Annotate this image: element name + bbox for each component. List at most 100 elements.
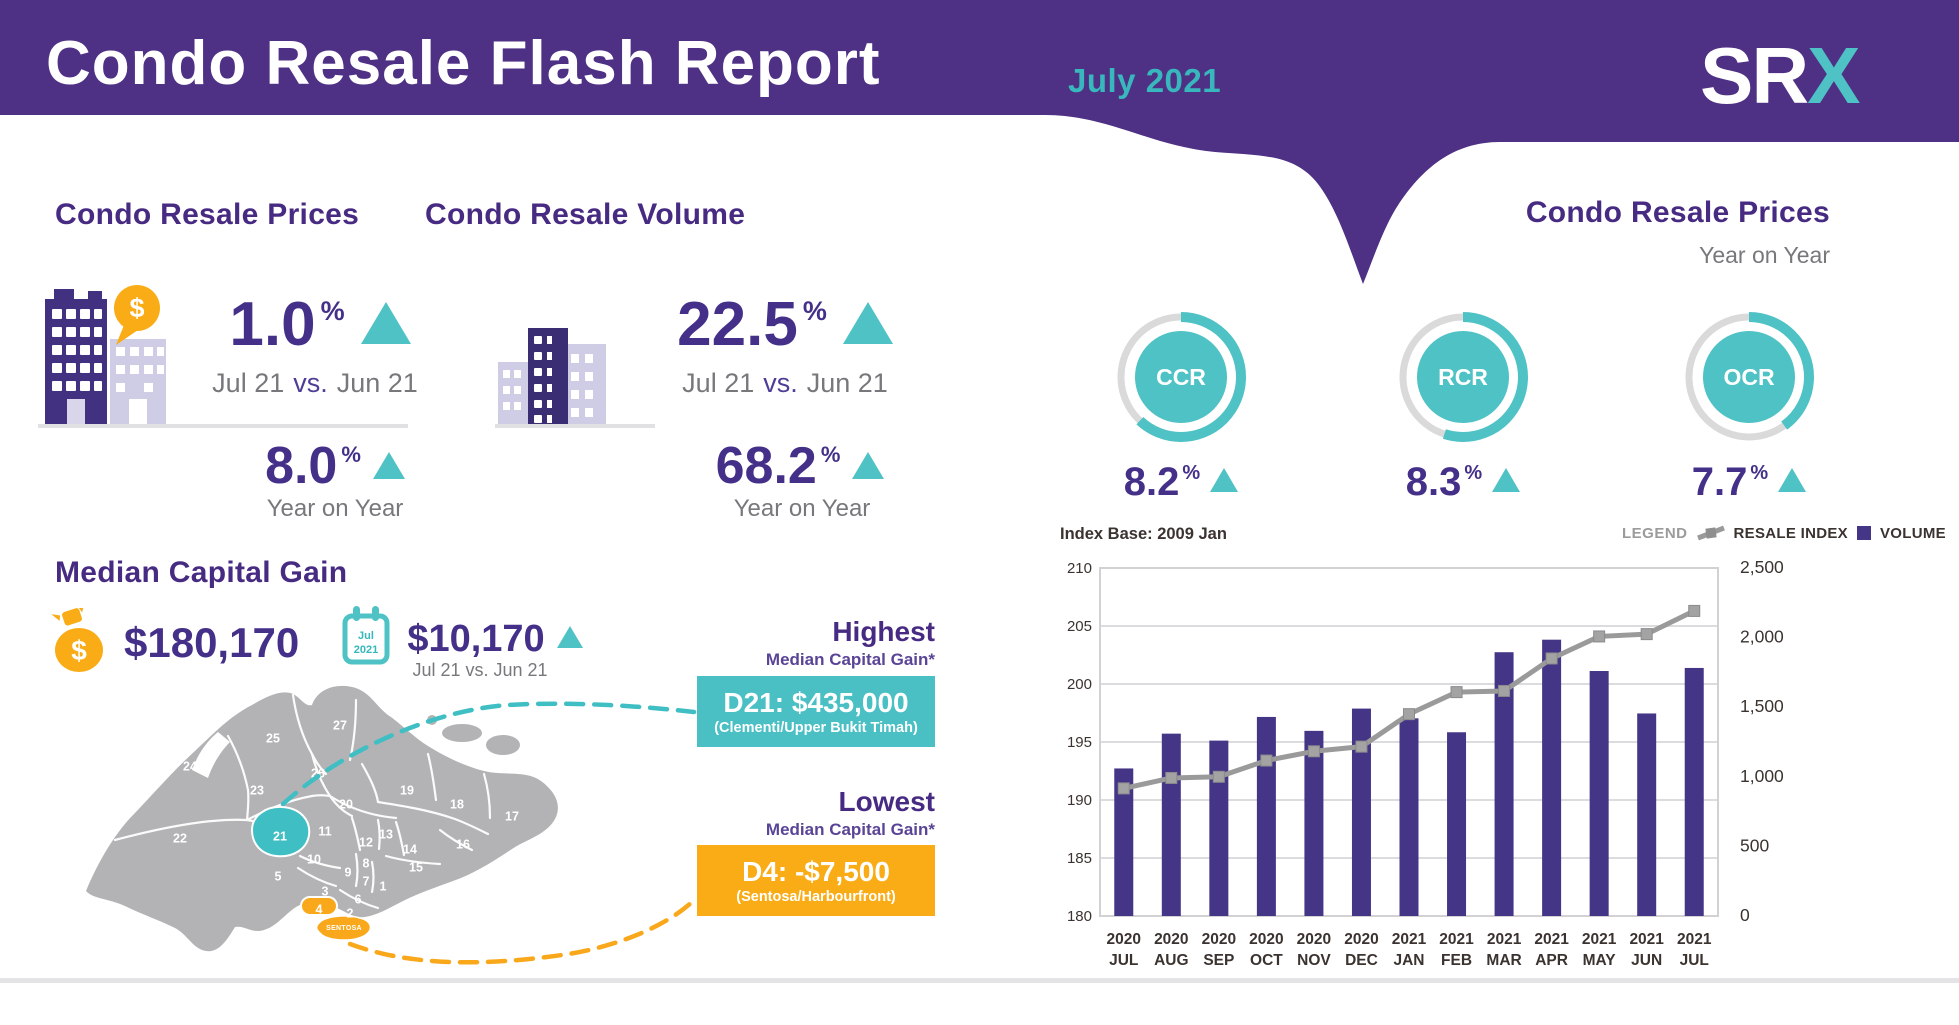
region-donut-rcr: RCR	[1391, 305, 1535, 449]
region-yoy-ocr: 7.7%	[1664, 462, 1834, 502]
highest-sublabel: Median Capital Gain*	[765, 650, 935, 669]
prices-mom-caption: Jul 21 vs. Jun 21	[212, 368, 418, 398]
district-label-16: 16	[456, 838, 470, 852]
lowest-sublabel: Median Capital Gain*	[765, 820, 935, 839]
index-marker-2021-feb	[1450, 686, 1463, 699]
svg-text:2020: 2020	[1202, 931, 1236, 948]
district-label-4: 4	[316, 903, 323, 917]
svg-text:190: 190	[1067, 792, 1092, 809]
svg-text:200: 200	[1067, 676, 1092, 693]
capital-gain-mom-value: $10,170	[407, 620, 583, 658]
capital-gain-heading: Median Capital Gain	[55, 556, 348, 589]
index-marker-2020-nov	[1307, 745, 1320, 758]
dollar-bubble-icon: $	[114, 285, 160, 345]
index-marker-2021-may	[1593, 630, 1606, 643]
volume-bar-2020-dec	[1351, 708, 1371, 916]
svg-text:SEP: SEP	[1203, 952, 1234, 969]
regions-subheading: Year on Year	[1699, 242, 1830, 268]
legend-resale-index: RESALE INDEX	[1733, 524, 1848, 542]
district-label-13: 13	[379, 828, 393, 842]
index-marker-2020-jul	[1117, 782, 1130, 795]
prices-heading: Condo Resale Prices	[55, 198, 360, 231]
svg-text:MAR: MAR	[1486, 952, 1521, 969]
up-triangle-icon	[1210, 468, 1239, 492]
index-marker-2020-sep	[1212, 770, 1225, 783]
district-label-6: 6	[355, 893, 362, 907]
svg-text:1,500: 1,500	[1740, 696, 1784, 716]
logo-x: X	[1807, 31, 1860, 120]
district-label-14: 14	[403, 843, 417, 857]
district-label-15: 15	[409, 861, 423, 875]
svg-text:2021: 2021	[1677, 931, 1712, 948]
district-label-11: 11	[318, 825, 331, 839]
prices-mom-value: 1.0 %	[195, 294, 445, 356]
volume-bar-2021-mar	[1494, 652, 1514, 916]
svg-text:185: 185	[1067, 850, 1092, 867]
index-marker-2021-mar	[1498, 684, 1511, 697]
volume-bar-2020-sep	[1209, 740, 1229, 916]
svg-text:DEC: DEC	[1345, 952, 1378, 969]
svg-text:2021: 2021	[1439, 931, 1474, 948]
legend-label: LEGEND	[1622, 524, 1688, 542]
up-triangle-icon	[842, 302, 893, 344]
district-label-5: 5	[275, 870, 282, 884]
svg-text:FEB: FEB	[1441, 952, 1472, 969]
index-marker-2021-apr	[1545, 652, 1558, 665]
region-name-ccr: CCR	[1156, 364, 1206, 390]
up-triangle-icon	[556, 626, 583, 648]
volume-bar-2021-feb	[1447, 732, 1467, 916]
region-name-rcr: RCR	[1438, 364, 1488, 390]
district-4-highlight	[300, 896, 338, 916]
svg-text:2021: 2021	[1629, 931, 1664, 948]
volume-bar-2021-apr	[1542, 639, 1562, 916]
index-marker-2021-jan	[1403, 708, 1415, 721]
district-label-3: 3	[322, 885, 329, 899]
up-triangle-icon	[1492, 468, 1521, 492]
svg-text:$: $	[71, 635, 87, 666]
lowest-callout-box: D4: -$7,500 (Sentosa/Harbourfront)	[697, 845, 935, 916]
svg-text:500: 500	[1740, 835, 1769, 855]
svg-text:2020: 2020	[1107, 931, 1141, 948]
highest-callout-box: D21: $435,000 (Clementi/Upper Bukit Tima…	[697, 676, 935, 747]
district-label-23: 23	[250, 784, 264, 798]
svg-text:2020: 2020	[1344, 931, 1378, 948]
resale-index-volume-chart: 210 205 200 195 190 185 180 2,500 2,000 1,500 1,00…	[1067, 557, 1784, 969]
volume-mom-value: 22.5 %	[650, 294, 920, 356]
svg-text:2,000: 2,000	[1740, 627, 1784, 647]
building-tower-icon	[498, 328, 606, 426]
prices-mom-percent-sign: %	[320, 296, 345, 326]
coast-inlet	[192, 732, 230, 778]
logo-sr: SR	[1700, 31, 1809, 120]
district-label-12: 12	[359, 836, 373, 850]
volume-bar-2021-jul	[1684, 667, 1704, 916]
district-label-2: 2	[347, 907, 354, 921]
volume-bar-2020-jul	[1114, 768, 1134, 916]
svg-text:2021: 2021	[1392, 931, 1427, 948]
svg-text:MAY: MAY	[1583, 952, 1617, 969]
islet	[442, 724, 482, 742]
buildings-dollar-icon: $	[45, 285, 166, 425]
svg-text:OCT: OCT	[1250, 952, 1283, 969]
up-triangle-icon	[852, 452, 885, 479]
line-marker-icon	[1696, 525, 1725, 541]
median-capital-gain-value: $180,170	[124, 619, 300, 666]
svg-text:Jul: Jul	[358, 630, 374, 642]
district-label-18: 18	[450, 798, 464, 812]
singapore-district-map: SENTOSA 22232425262721201918171615141312…	[86, 685, 558, 952]
svg-text:2021: 2021	[1487, 931, 1522, 948]
svg-text:JAN: JAN	[1393, 952, 1424, 969]
region-donut-ocr: OCR	[1677, 305, 1821, 449]
up-triangle-icon	[372, 452, 405, 479]
legend-volume: VOLUME	[1879, 524, 1946, 542]
district-label-19: 19	[400, 784, 414, 798]
volume-yoy-caption: Year on Year	[733, 495, 871, 522]
region-donut-ccr: CCR	[1109, 305, 1253, 449]
index-marker-2021-jul	[1688, 604, 1701, 617]
district-label-8: 8	[363, 857, 370, 871]
svg-text:APR: APR	[1535, 952, 1568, 969]
volume-bar-2020-aug	[1161, 733, 1181, 916]
bottom-divider	[0, 978, 1959, 983]
district-21-highlight	[250, 805, 311, 858]
region-name-ocr: OCR	[1723, 364, 1775, 390]
district-label-21: 21	[273, 830, 287, 844]
